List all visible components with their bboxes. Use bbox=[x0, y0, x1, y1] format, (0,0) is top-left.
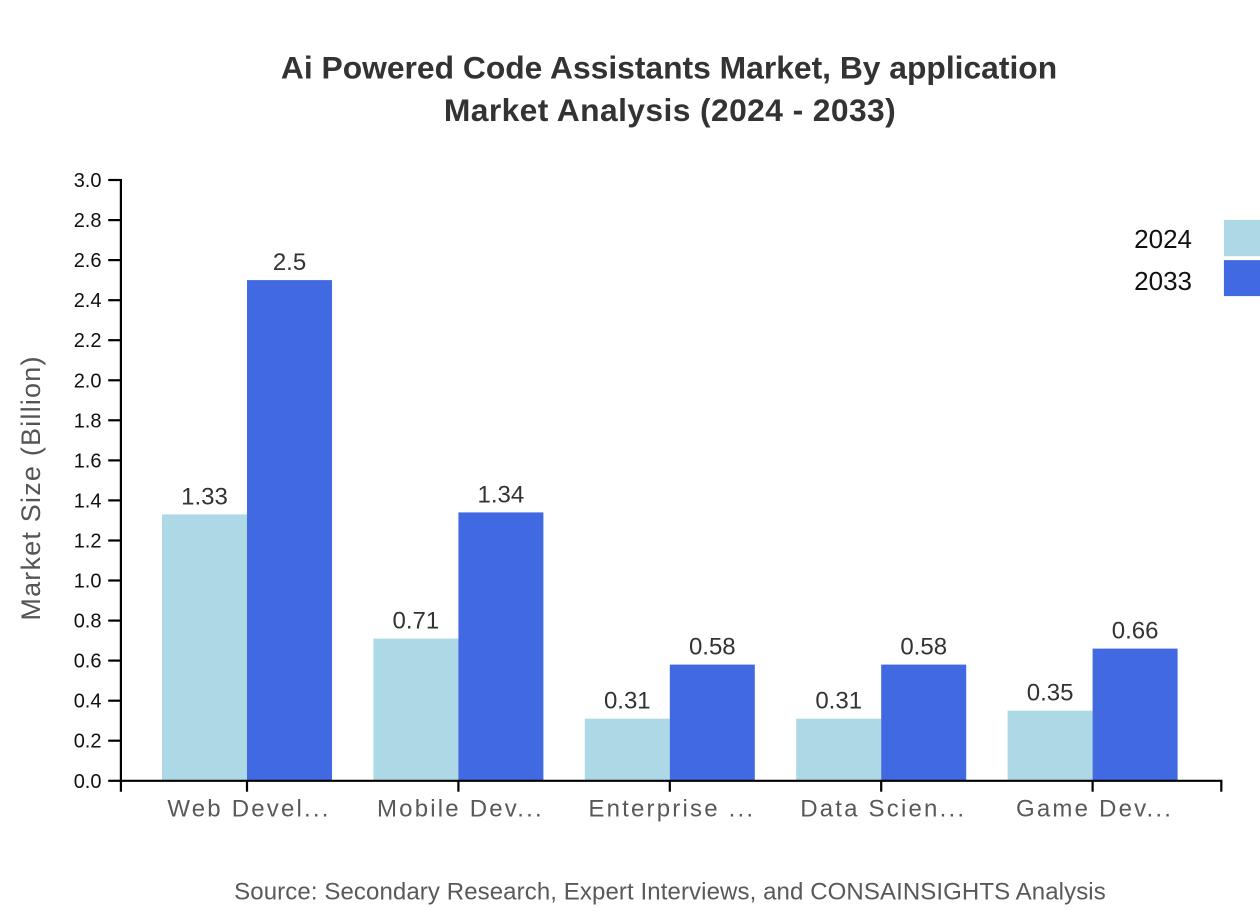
svg-text:0.58: 0.58 bbox=[900, 634, 947, 661]
svg-text:Web Devel...: Web Devel... bbox=[167, 795, 330, 822]
svg-text:Market Size (Billion): Market Size (Billion) bbox=[16, 355, 46, 620]
svg-text:1.0: 1.0 bbox=[74, 571, 102, 593]
svg-text:Game Dev...: Game Dev... bbox=[1016, 795, 1173, 822]
svg-text:Source: Secondary Research, Ex: Source: Secondary Research, Expert Inter… bbox=[234, 878, 1106, 905]
svg-text:1.4: 1.4 bbox=[74, 490, 102, 512]
svg-text:1.34: 1.34 bbox=[478, 481, 525, 508]
svg-text:Mobile Dev...: Mobile Dev... bbox=[377, 795, 544, 822]
svg-text:0.0: 0.0 bbox=[74, 771, 102, 793]
svg-text:0.35: 0.35 bbox=[1027, 680, 1074, 707]
svg-text:Data Scien...: Data Scien... bbox=[800, 795, 966, 822]
svg-text:0.58: 0.58 bbox=[689, 634, 736, 661]
svg-text:2.8: 2.8 bbox=[74, 210, 102, 232]
svg-text:1.2: 1.2 bbox=[74, 531, 102, 553]
svg-text:0.2: 0.2 bbox=[74, 731, 102, 753]
svg-text:Market Analysis (2024 - 2033): Market Analysis (2024 - 2033) bbox=[444, 92, 896, 128]
svg-text:Ai Powered Code Assistants Mar: Ai Powered Code Assistants Market, By ap… bbox=[281, 50, 1057, 86]
svg-text:0.6: 0.6 bbox=[74, 651, 102, 673]
svg-text:2.4: 2.4 bbox=[74, 290, 102, 312]
svg-text:0.66: 0.66 bbox=[1112, 618, 1159, 645]
svg-text:2.6: 2.6 bbox=[74, 250, 102, 272]
svg-text:2024: 2024 bbox=[1134, 224, 1192, 254]
svg-text:3.0: 3.0 bbox=[74, 170, 102, 192]
svg-text:2033: 2033 bbox=[1134, 266, 1192, 296]
svg-text:2.5: 2.5 bbox=[273, 249, 306, 276]
svg-text:0.31: 0.31 bbox=[604, 688, 651, 715]
svg-text:0.31: 0.31 bbox=[815, 688, 862, 715]
svg-text:0.71: 0.71 bbox=[393, 608, 440, 635]
svg-text:Enterprise ...: Enterprise ... bbox=[588, 795, 755, 822]
svg-text:1.8: 1.8 bbox=[74, 410, 102, 432]
svg-text:1.33: 1.33 bbox=[181, 483, 228, 510]
svg-text:0.4: 0.4 bbox=[74, 691, 102, 713]
svg-text:2.2: 2.2 bbox=[74, 330, 102, 352]
svg-text:0.8: 0.8 bbox=[74, 611, 102, 633]
svg-text:2.0: 2.0 bbox=[74, 370, 102, 392]
svg-text:1.6: 1.6 bbox=[74, 450, 102, 472]
